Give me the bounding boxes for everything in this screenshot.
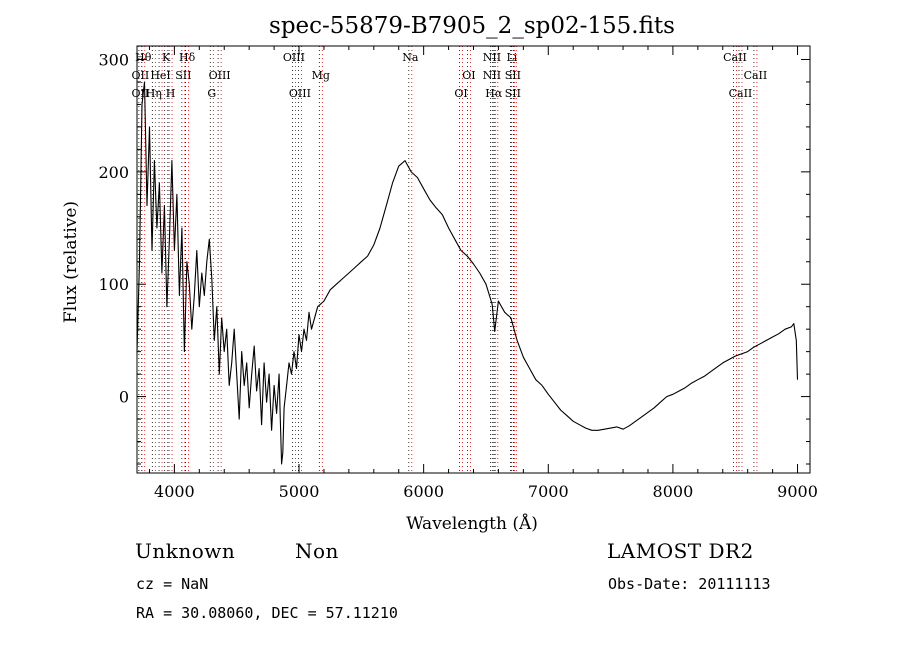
chart-title: spec-55879-B7905_2_sp02-155.fits xyxy=(269,13,675,39)
line-label: OI xyxy=(462,69,475,82)
y-tick-label: 0 xyxy=(119,388,129,407)
x-tick-label: 8000 xyxy=(653,482,694,501)
spectral-class: Unknown xyxy=(135,539,236,563)
x-axis-label: Wavelength (Å) xyxy=(406,513,538,534)
line-label: SII xyxy=(175,69,191,82)
x-tick-label: 6000 xyxy=(403,482,444,501)
line-label: NII xyxy=(483,51,501,64)
x-tick-label: 7000 xyxy=(528,482,569,501)
line-label: G xyxy=(207,87,216,100)
line-label: SII xyxy=(505,87,521,100)
line-label: OIII xyxy=(209,69,231,82)
line-label: Hδ xyxy=(179,51,196,64)
y-tick-label: 200 xyxy=(98,163,129,182)
y-tick-label: 300 xyxy=(98,50,129,69)
line-label: SII xyxy=(505,69,521,82)
line-label: H xyxy=(166,87,176,100)
line-label: Li xyxy=(506,51,517,64)
observation-date: Obs-Date: 20111113 xyxy=(608,575,771,593)
line-label: HeI xyxy=(150,69,170,82)
line-label: OIII xyxy=(289,87,311,100)
x-tick-label: 4000 xyxy=(154,482,195,501)
axes: 4000 5000 6000 7000 8000 9000 0 100 200 300 xyxy=(98,46,818,501)
y-axis-label: Flux (relative) xyxy=(61,201,81,323)
spectrum-line xyxy=(136,81,799,465)
redshift-cz: cz = NaN xyxy=(136,575,209,593)
line-label: Mg xyxy=(312,69,330,82)
coordinates: RA = 30.08060, DEC = 57.11210 xyxy=(136,604,398,622)
line-label: Hη xyxy=(146,87,162,100)
spectral-line-markers: OIIOIIHθHηHeIKHSIIHδGOIIIOIIIOIIIMgNaOIO… xyxy=(132,46,768,473)
line-label: Na xyxy=(402,51,419,64)
line-label: CaII xyxy=(744,69,768,82)
line-label: K xyxy=(162,51,171,64)
spectral-subclass: Non xyxy=(295,539,339,563)
line-label: NII xyxy=(483,69,501,82)
line-label: OII xyxy=(132,69,150,82)
line-label: CaII xyxy=(729,87,753,100)
y-tick-label: 100 xyxy=(98,275,129,294)
line-label: Hα xyxy=(485,87,503,100)
line-label: CaII xyxy=(723,51,747,64)
survey-name: LAMOST DR2 xyxy=(607,539,754,563)
line-label: Hθ xyxy=(135,51,152,64)
spectrum-series xyxy=(136,81,799,465)
line-label: OI xyxy=(454,87,467,100)
x-tick-label: 5000 xyxy=(279,482,320,501)
plot-frame xyxy=(136,45,811,474)
x-tick-label: 9000 xyxy=(777,482,818,501)
